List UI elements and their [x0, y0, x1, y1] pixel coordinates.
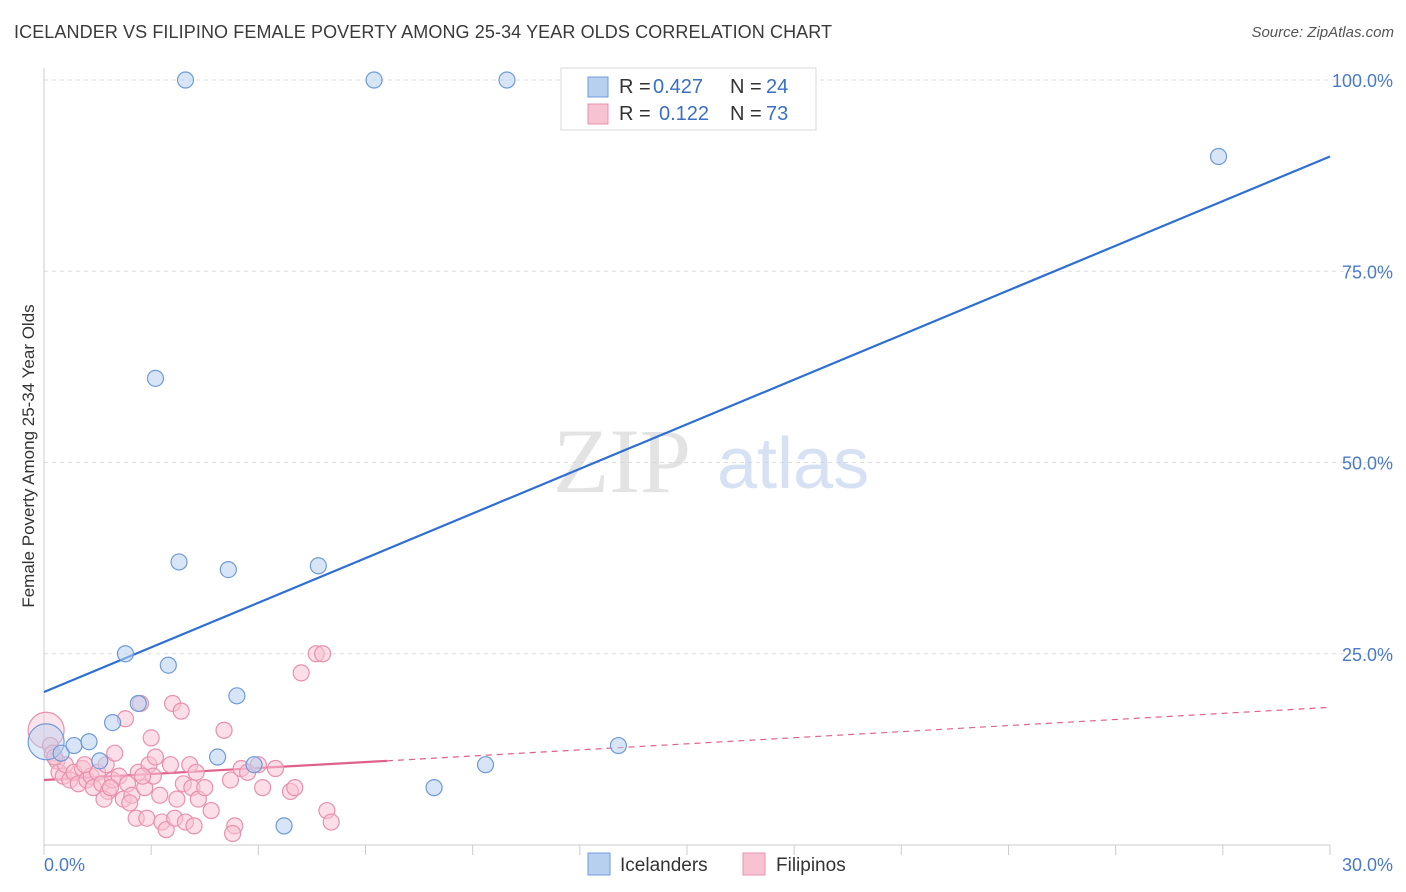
filipino-point	[286, 779, 304, 797]
icelanders-trend-line	[43, 155, 1331, 694]
legend-r-value-icelanders: 0.427	[653, 76, 703, 98]
icelander-point	[365, 71, 383, 89]
icelander-point	[65, 736, 83, 755]
x-tick-label: 0.0%	[44, 855, 85, 875]
icelander-point	[146, 369, 165, 387]
y-tick-label: 25.0%	[1342, 645, 1393, 665]
icelander-point	[1209, 147, 1228, 166]
icelander-point	[245, 756, 263, 774]
icelander-point	[176, 71, 195, 89]
filipino-point	[76, 756, 94, 774]
icelander-point	[209, 748, 227, 766]
filipino-point	[151, 786, 169, 804]
legend-r-label-filipinos: R =	[619, 103, 651, 125]
icelanders-points	[27, 71, 1228, 835]
icelander-point	[609, 736, 628, 755]
y-tick-label: 75.0%	[1342, 262, 1393, 282]
filipino-point	[146, 748, 165, 766]
legend-n-value-icelanders: 24	[766, 76, 788, 98]
legend-swatch-filipinos	[587, 103, 609, 125]
bottom-legend-swatch-filipinos	[742, 852, 766, 876]
grid	[44, 79, 1395, 655]
filipino-point	[196, 779, 214, 797]
y-tick-label: 50.0%	[1342, 454, 1393, 474]
filipinos-trend-extension	[386, 706, 1331, 762]
filipino-point	[101, 779, 120, 797]
icelander-point	[425, 779, 443, 797]
icelander-point	[228, 687, 246, 705]
filipino-point	[168, 790, 186, 808]
filipino-point	[292, 664, 310, 682]
filipino-point	[221, 771, 240, 789]
bottom-legend: Icelanders Filipinos	[587, 852, 846, 876]
axes	[43, 68, 1331, 855]
filipinos-points	[27, 645, 340, 843]
filipino-point	[138, 809, 156, 827]
filipino-point	[322, 813, 340, 831]
icelander-point	[116, 645, 135, 663]
icelander-point	[103, 713, 122, 732]
icelander-point	[309, 557, 327, 575]
filipino-point	[254, 779, 272, 797]
legend-n-label-icelanders: N =	[730, 76, 762, 98]
filipino-point	[187, 763, 205, 781]
filipino-point	[133, 767, 152, 785]
y-tick-label: 100.0%	[1332, 71, 1393, 91]
tick-labels: 25.0% 50.0% 75.0% 100.0% 0.0% 30.0%	[44, 71, 1393, 875]
x-tick-label: 30.0%	[1342, 855, 1393, 875]
legend-r-label-icelanders: R =	[619, 76, 651, 98]
filipino-point	[121, 794, 139, 812]
legend-n-value-filipinos: 73	[766, 103, 788, 125]
icelander-point	[219, 560, 237, 579]
bottom-legend-label-filipinos: Filipinos	[776, 855, 846, 876]
legend-n-label-filipinos: N =	[730, 103, 762, 125]
filipino-point	[314, 645, 332, 663]
filipino-point	[202, 801, 220, 820]
filipino-point	[266, 759, 285, 778]
icelander-point	[129, 694, 147, 713]
filipino-point	[161, 756, 180, 774]
filipino-point	[224, 824, 242, 843]
filipino-point	[185, 817, 203, 835]
icelander-point	[52, 744, 70, 762]
filipino-point	[157, 821, 175, 839]
icelander-point	[170, 553, 188, 571]
bottom-legend-swatch-icelanders	[587, 852, 611, 876]
watermark-zip: ZIP	[553, 410, 691, 512]
legend: R = 0.427 N = 24 R = 0.122 N = 73	[560, 67, 817, 131]
legend-r-value-filipinos: 0.122	[659, 103, 709, 125]
chart-title: ICELANDER VS FILIPINO FEMALE POVERTY AMO…	[14, 22, 833, 42]
filipino-point	[106, 744, 124, 762]
icelander-point	[275, 817, 293, 835]
icelander-point	[80, 733, 98, 751]
icelander-point	[476, 756, 495, 774]
y-axis-title: Female Poverty Among 25-34 Year Olds	[19, 304, 38, 607]
icelander-point	[159, 656, 177, 674]
icelander-point	[91, 752, 109, 770]
watermark: ZIP atlas	[553, 410, 869, 512]
source-note: Source: ZipAtlas.com	[1251, 24, 1394, 41]
legend-swatch-icelanders	[587, 76, 609, 98]
filipino-point	[142, 729, 160, 747]
filipino-point	[215, 721, 233, 739]
icelander-point	[498, 71, 516, 89]
watermark-atlas: atlas	[717, 424, 869, 504]
bottom-legend-label-icelanders: Icelanders	[620, 855, 708, 876]
filipino-point	[172, 702, 190, 720]
